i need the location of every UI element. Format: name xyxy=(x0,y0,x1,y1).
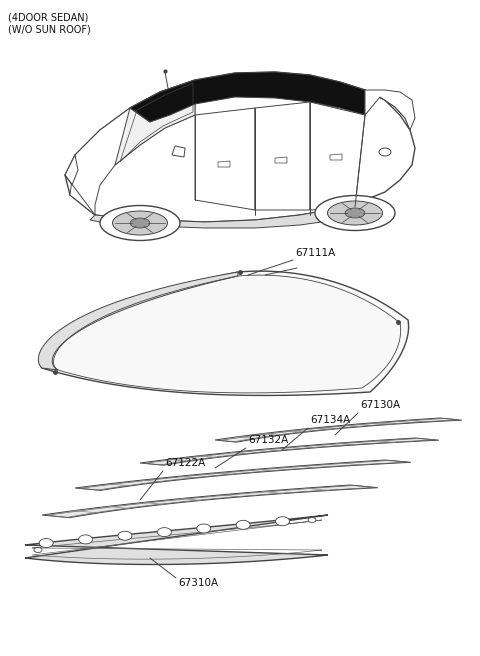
Text: 67310A: 67310A xyxy=(178,578,218,588)
Text: 67111A: 67111A xyxy=(295,248,335,258)
Polygon shape xyxy=(40,271,408,396)
Ellipse shape xyxy=(157,527,171,537)
Ellipse shape xyxy=(118,531,132,541)
Ellipse shape xyxy=(315,195,395,230)
Polygon shape xyxy=(365,90,410,130)
Polygon shape xyxy=(42,485,378,518)
Polygon shape xyxy=(140,438,439,465)
Polygon shape xyxy=(38,272,238,370)
Polygon shape xyxy=(215,418,462,442)
Polygon shape xyxy=(75,460,411,490)
Polygon shape xyxy=(218,161,230,167)
Text: 67122A: 67122A xyxy=(165,458,205,468)
Polygon shape xyxy=(115,80,195,165)
Ellipse shape xyxy=(379,148,391,156)
Polygon shape xyxy=(70,80,195,215)
Polygon shape xyxy=(90,207,355,228)
Text: 67134A: 67134A xyxy=(310,415,350,425)
Text: (W/O SUN ROOF): (W/O SUN ROOF) xyxy=(8,25,91,35)
Ellipse shape xyxy=(308,518,316,522)
Polygon shape xyxy=(330,154,342,160)
Polygon shape xyxy=(255,102,310,210)
Polygon shape xyxy=(275,157,287,163)
Text: 67132A: 67132A xyxy=(248,435,288,445)
Ellipse shape xyxy=(276,517,289,525)
Ellipse shape xyxy=(236,520,250,529)
Polygon shape xyxy=(195,108,255,210)
Polygon shape xyxy=(65,155,78,185)
Ellipse shape xyxy=(100,205,180,241)
Polygon shape xyxy=(25,515,328,564)
Text: 67130A: 67130A xyxy=(360,400,400,410)
Ellipse shape xyxy=(34,548,42,552)
Polygon shape xyxy=(65,72,415,222)
Ellipse shape xyxy=(112,211,168,235)
Ellipse shape xyxy=(130,218,150,228)
Polygon shape xyxy=(172,146,185,157)
Ellipse shape xyxy=(345,208,365,218)
Polygon shape xyxy=(130,72,365,122)
Ellipse shape xyxy=(197,524,211,533)
Text: (4DOOR SEDAN): (4DOOR SEDAN) xyxy=(8,12,88,22)
Ellipse shape xyxy=(79,535,93,544)
Ellipse shape xyxy=(327,201,383,225)
Ellipse shape xyxy=(39,539,53,548)
Polygon shape xyxy=(365,90,415,130)
Polygon shape xyxy=(310,102,365,210)
